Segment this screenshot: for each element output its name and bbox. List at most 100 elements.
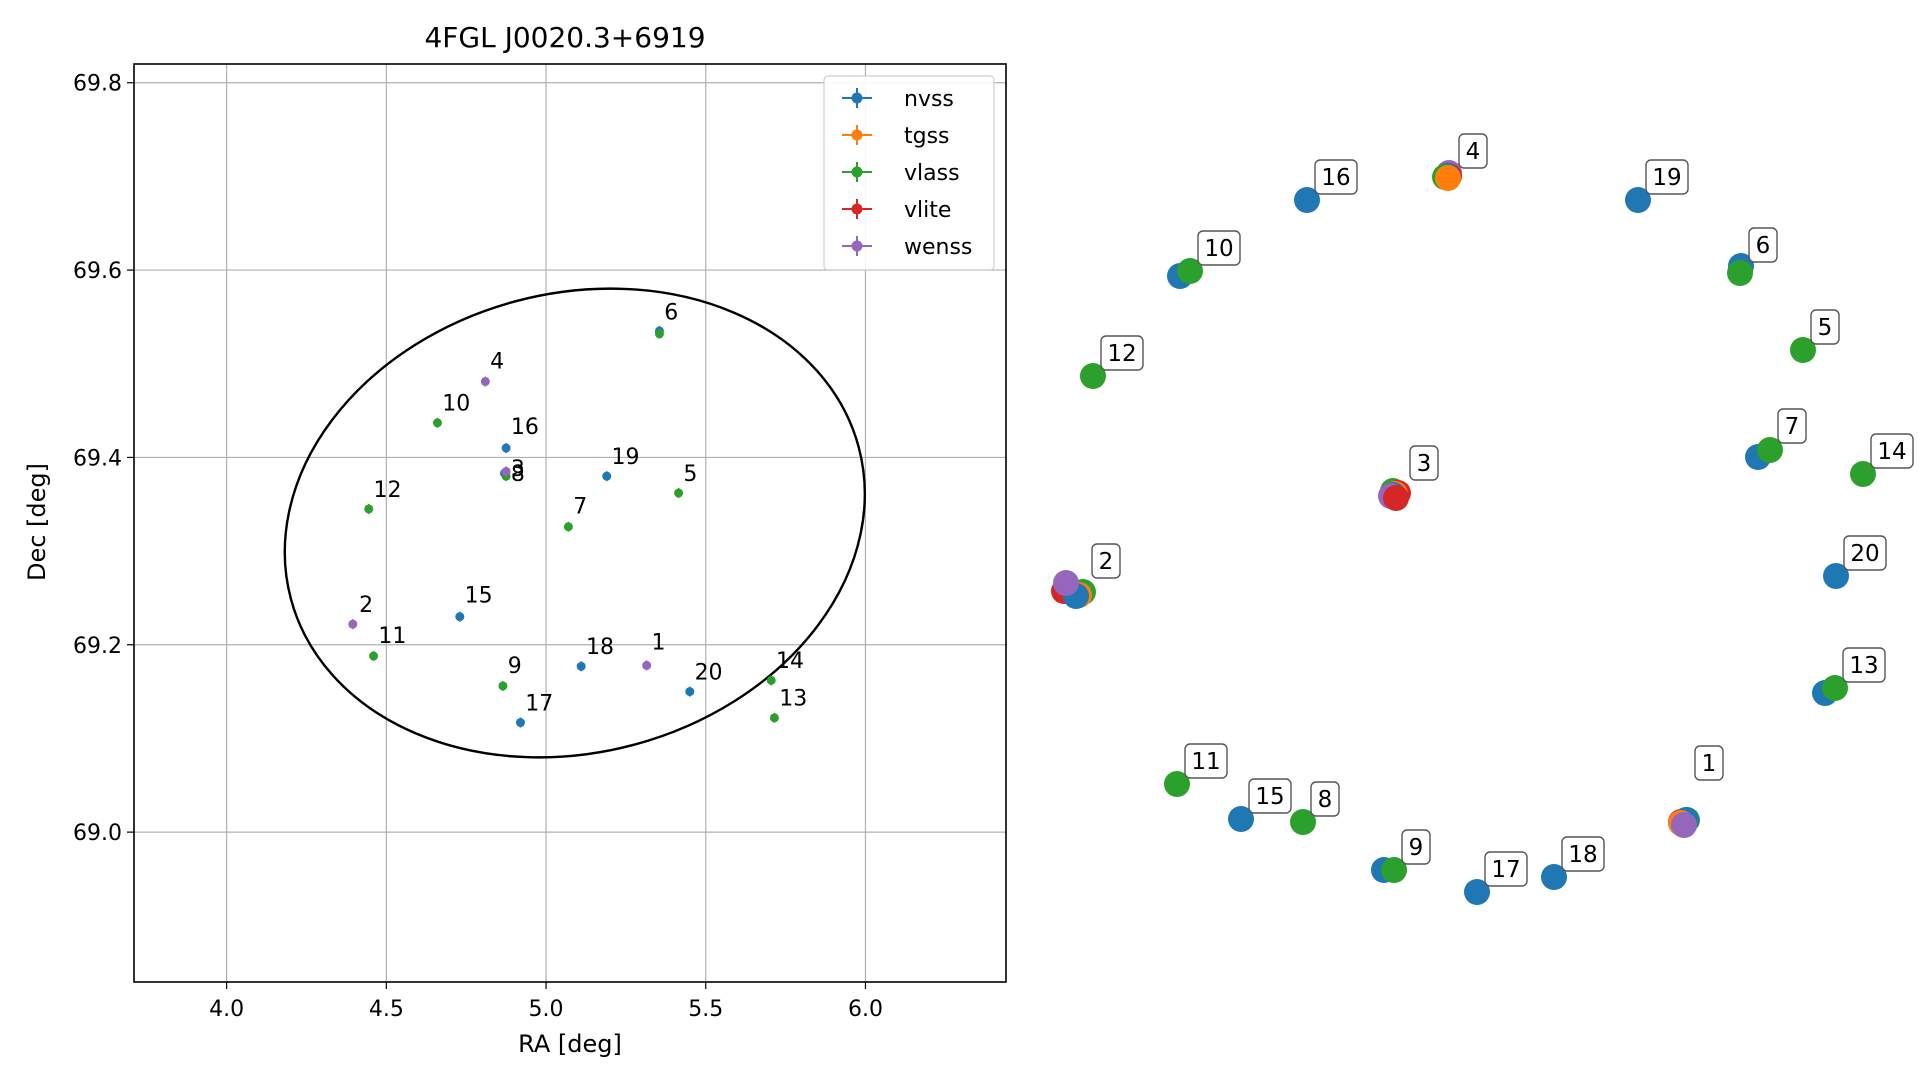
nvss-marker <box>501 443 511 453</box>
wenss-marker <box>501 466 511 476</box>
x-tick-label: 6.0 <box>848 997 883 1022</box>
source-label: 15 <box>465 584 493 609</box>
cluster-label-box <box>1197 230 1241 266</box>
nvss-cluster-marker <box>1294 187 1320 213</box>
nvss-marker <box>455 612 465 622</box>
vlass-point <box>769 712 779 723</box>
vlass-point <box>563 521 573 532</box>
cluster-label-box <box>1777 408 1807 444</box>
legend: nvss tgss vlass vlite wenss <box>823 75 995 271</box>
cluster-label: 9 <box>1409 835 1424 861</box>
nvss-cluster-marker <box>1823 563 1849 589</box>
source-cluster-5: 5 <box>1790 309 1840 363</box>
nvss-cluster-marker <box>1464 879 1490 905</box>
cluster-label-box <box>1100 335 1144 371</box>
wenss-marker <box>642 660 652 670</box>
legend-marker <box>851 129 863 141</box>
y-axis-ticks: 69.0 69.2 69.4 69.6 69.8 <box>73 72 134 846</box>
nvss-point <box>501 443 511 454</box>
wenss-point <box>480 376 490 387</box>
wenss-point <box>501 466 511 477</box>
vlass-marker <box>432 418 442 428</box>
vlass-cluster-marker <box>1757 437 1783 463</box>
vlass-cluster-marker <box>1790 337 1816 363</box>
vlass-marker <box>369 651 379 661</box>
nvss-point <box>685 686 695 697</box>
source-cluster-8: 8 <box>1290 781 1340 835</box>
vlass-marker <box>766 675 776 685</box>
cluster-label-box <box>1645 159 1689 195</box>
cluster-label-box <box>1458 133 1488 169</box>
source-cluster-10: 10 <box>1167 230 1241 289</box>
source-cluster-20: 20 <box>1823 535 1887 589</box>
y-tick-label: 69.2 <box>73 634 122 659</box>
y-axis-label: Dec [deg] <box>23 463 51 581</box>
cluster-label-box <box>1843 535 1887 571</box>
nvss-cluster-marker <box>1625 187 1651 213</box>
cluster-label-box <box>1842 647 1886 683</box>
cluster-label: 3 <box>1417 451 1432 477</box>
source-cluster-9: 9 <box>1371 829 1431 883</box>
source-label: 17 <box>525 691 553 716</box>
wenss-marker <box>480 377 490 387</box>
cluster-label: 7 <box>1785 414 1800 440</box>
nvss-cluster-marker <box>1228 806 1254 832</box>
source-label: 6 <box>664 301 678 326</box>
vlass-marker <box>498 681 508 691</box>
y-tick-label: 69.4 <box>73 446 122 471</box>
tgss-cluster-marker <box>1435 165 1461 191</box>
cluster-label: 2 <box>1099 549 1114 575</box>
vlass-cluster-marker <box>1727 260 1753 286</box>
x-tick-label: 5.5 <box>688 997 723 1022</box>
cluster-label-box <box>1484 851 1528 887</box>
cluster-label: 10 <box>1204 236 1233 262</box>
wenss-cluster-marker <box>1671 812 1697 838</box>
vlass-marker <box>654 329 664 339</box>
cluster-label: 20 <box>1850 541 1879 567</box>
legend-marker <box>851 166 863 178</box>
source-label: 1 <box>651 630 665 655</box>
vlass-point <box>432 417 442 428</box>
nvss-marker <box>576 661 586 671</box>
vlass-cluster-marker <box>1850 461 1876 487</box>
nvss-marker <box>602 471 612 481</box>
vlass-marker <box>364 504 374 514</box>
vlass-cluster-marker <box>1381 857 1407 883</box>
vlass-point <box>369 651 379 662</box>
source-cluster-17: 17 <box>1464 851 1528 905</box>
legend-entry-nvss: nvss <box>842 87 954 112</box>
source-cluster-19: 19 <box>1625 159 1689 213</box>
cluster-label-box <box>1091 543 1121 579</box>
source-label: 2 <box>359 593 373 618</box>
legend-entry-tgss: tgss <box>842 124 950 149</box>
source-label: 11 <box>378 624 406 649</box>
source-cluster-3: 3 <box>1378 445 1439 511</box>
vlass-cluster-marker <box>1822 675 1848 701</box>
vlass-point <box>654 328 664 339</box>
nvss-cluster-marker <box>1541 864 1567 890</box>
source-label: 4 <box>490 349 504 374</box>
cluster-label-box <box>1409 445 1439 481</box>
source-cluster-2: 2 <box>1051 543 1121 609</box>
y-tick-label: 69.0 <box>73 821 122 846</box>
x-axis-ticks: 4.0 4.5 5.0 5.5 6.0 <box>209 982 883 1022</box>
source-cluster-4: 4 <box>1432 133 1488 191</box>
cluster-label-box <box>1310 781 1340 817</box>
cluster-label: 14 <box>1877 439 1906 465</box>
y-tick-label: 69.6 <box>73 259 122 284</box>
source-cluster-13: 13 <box>1812 647 1886 706</box>
cluster-label: 13 <box>1849 653 1878 679</box>
legend-marker <box>851 203 863 215</box>
cluster-label-box <box>1561 836 1605 872</box>
source-label: 16 <box>511 415 539 440</box>
legend-label: vlass <box>904 161 960 186</box>
legend-entry-vlite: vlite <box>842 198 951 223</box>
wenss-marker <box>348 619 358 629</box>
source-label: 10 <box>442 392 470 417</box>
axes-frame <box>133 63 1007 983</box>
cluster-label: 11 <box>1191 749 1220 775</box>
legend-frame <box>823 75 995 271</box>
cluster-label-box <box>1748 227 1778 263</box>
cluster-label-box <box>1248 778 1292 814</box>
